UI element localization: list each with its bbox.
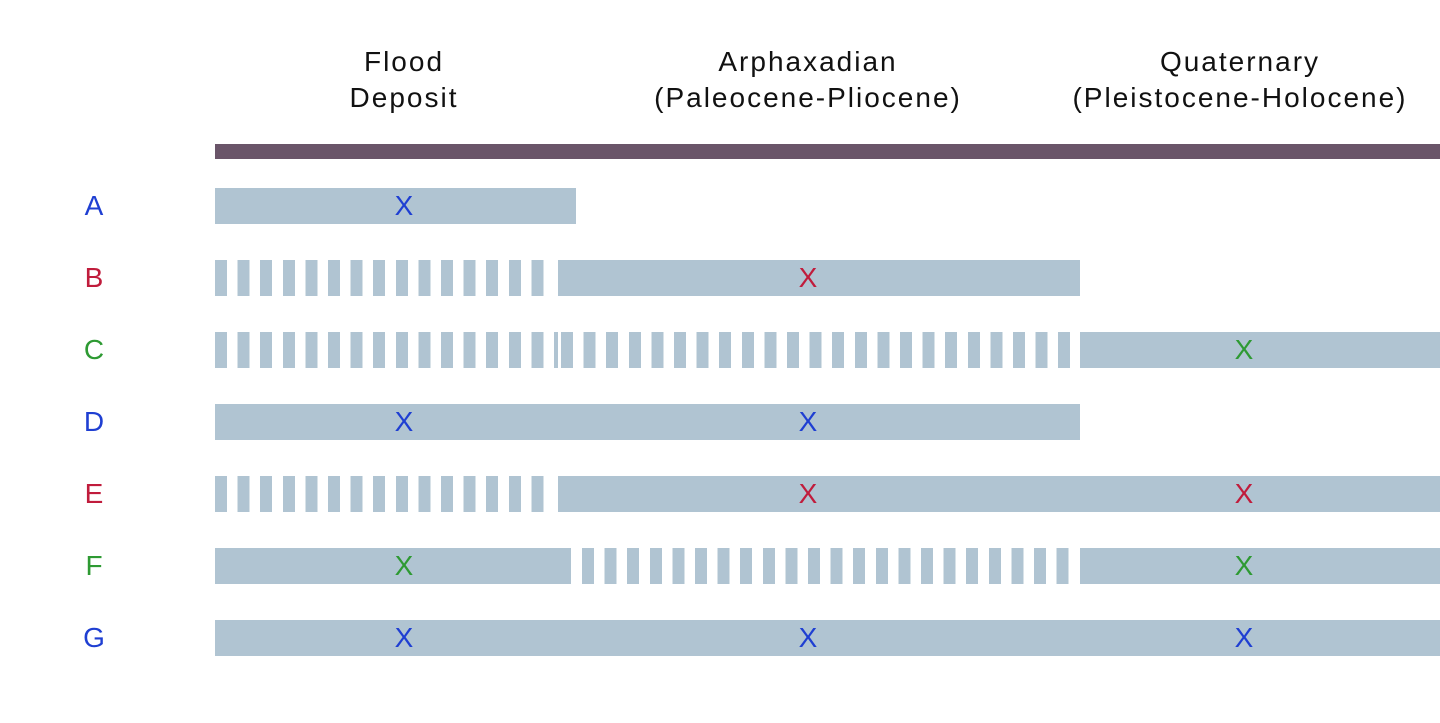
header-arphaxadian: Arphaxadian (Paleocene-Pliocene) [606, 44, 1010, 116]
row-label-b: B [84, 262, 104, 293]
bar-b-flood-dashed [215, 260, 548, 296]
bar-g-arphaxadian-solid [558, 620, 1080, 656]
bar-e-flood-dashed [215, 476, 548, 512]
header-flood-line1: Flood [363, 46, 445, 77]
bar-c-arphaxadian-dashed [561, 332, 1072, 368]
bar-e-arphaxadian-solid [558, 476, 1080, 512]
header-quaternary: Quaternary (Pleistocene-Holocene) [1040, 44, 1440, 116]
bar-c-quaternary-solid [1080, 332, 1440, 368]
header-quaternary-line2: (Pleistocene-Holocene) [1072, 82, 1408, 113]
header-flood-deposit: Flood Deposit [302, 44, 506, 116]
bar-b-arphaxadian-solid [558, 260, 1080, 296]
mark-g-quaternary: X [1234, 622, 1254, 653]
header-flood-line2: Deposit [349, 82, 459, 113]
header-arphaxadian-line1: Arphaxadian [718, 46, 898, 77]
row-label-g: G [83, 622, 105, 653]
row-label-d: D [83, 406, 105, 437]
mark-f-quaternary: X [1234, 550, 1254, 581]
mark-b-arphaxadian: X [798, 262, 818, 293]
bar-d-arphaxadian-solid [558, 404, 1080, 440]
bar-g-flood-solid [215, 620, 558, 656]
header-quaternary-line1: Quaternary [1159, 46, 1321, 77]
bar-g-quaternary-solid [1080, 620, 1440, 656]
mark-d-flood: X [394, 406, 414, 437]
mark-a-flood: X [394, 190, 414, 221]
bar-f-quaternary-solid [1080, 548, 1440, 584]
header-arphaxadian-line2: (Paleocene-Pliocene) [654, 82, 962, 113]
bar-d-flood-solid [215, 404, 558, 440]
mark-g-flood: X [394, 622, 414, 653]
row-label-c: C [83, 334, 105, 365]
mark-d-arphaxadian: X [798, 406, 818, 437]
timeline-bar [215, 144, 1440, 159]
bar-e-quaternary-solid [1080, 476, 1440, 512]
bar-a-flood-solid [215, 188, 576, 224]
mark-f-flood: X [394, 550, 414, 581]
row-label-a: A [84, 190, 104, 221]
bar-f-flood-solid [215, 548, 571, 584]
mark-e-quaternary: X [1234, 478, 1254, 509]
bar-f-arphaxadian-dashed [582, 548, 1072, 584]
bar-c-flood-dashed [215, 332, 558, 368]
mark-e-arphaxadian: X [798, 478, 818, 509]
mark-g-arphaxadian: X [798, 622, 818, 653]
row-label-e: E [84, 478, 104, 509]
row-label-f: F [85, 550, 103, 581]
mark-c-quaternary: X [1234, 334, 1254, 365]
